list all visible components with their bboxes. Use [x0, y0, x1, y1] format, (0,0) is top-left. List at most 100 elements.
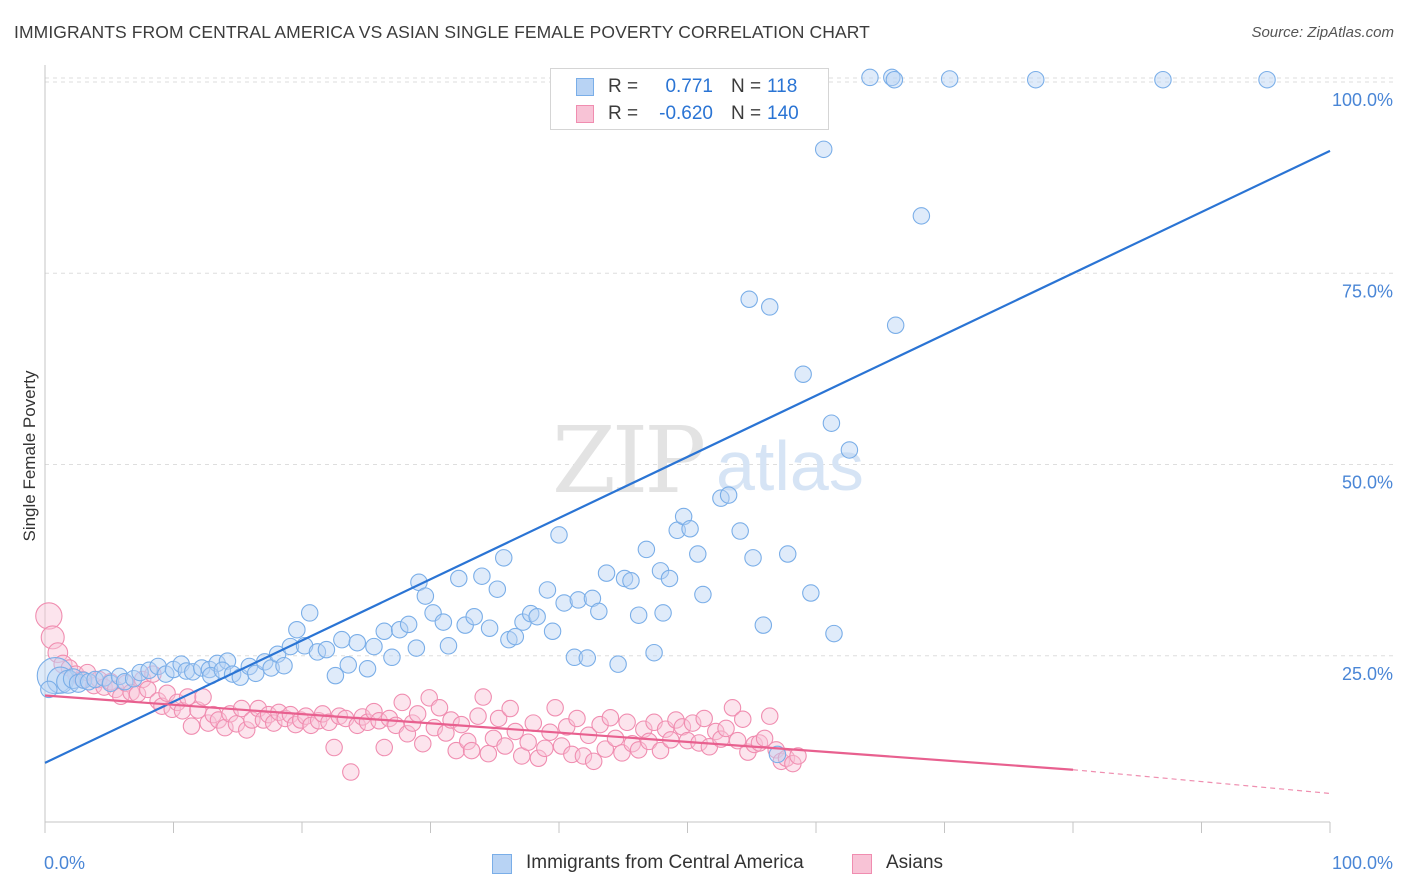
data-point: [596, 740, 615, 758]
data-point: [673, 718, 692, 736]
data-point: [506, 627, 525, 646]
legend-r-value: 0.771: [665, 76, 713, 97]
y-tick-label: 50.0%: [1342, 473, 1393, 493]
correlation-legend: R = 0.771 N = 118 R = -0.620 N = 140: [550, 68, 829, 130]
data-point: [194, 688, 212, 706]
data-point: [555, 594, 573, 612]
data-point: [110, 667, 129, 686]
data-point: [326, 666, 345, 685]
data-point: [689, 545, 707, 563]
trend-line-asians: [44, 694, 1074, 771]
trend-line-central-america: [44, 149, 1331, 764]
data-point: [494, 549, 513, 567]
data-point: [434, 613, 453, 631]
data-point: [719, 486, 738, 504]
data-point: [216, 718, 234, 737]
data-point: [794, 365, 812, 383]
data-point: [546, 699, 564, 717]
data-point: [550, 526, 568, 544]
data-point: [469, 707, 487, 725]
data-point: [182, 717, 201, 735]
data-point: [380, 709, 399, 728]
central-america-points: [36, 68, 1276, 764]
data-point: [383, 648, 401, 667]
data-point: [325, 738, 343, 757]
data-point: [731, 522, 749, 540]
data-point: [358, 660, 377, 678]
legend-r-label: R =: [608, 76, 639, 97]
data-point: [375, 622, 393, 641]
data-point: [237, 721, 256, 739]
data-point: [300, 604, 319, 622]
data-point: [717, 719, 735, 738]
data-point: [683, 714, 702, 732]
data-point: [883, 68, 901, 87]
data-point: [139, 680, 157, 699]
x-tick-label-max: 100.0%: [1332, 853, 1393, 873]
legend-n-label: N =: [731, 76, 762, 97]
data-point: [802, 584, 820, 602]
legend-swatch-pink: [576, 105, 594, 123]
data-point: [506, 722, 525, 741]
data-point: [479, 744, 498, 763]
data-point: [609, 655, 627, 673]
data-point: [473, 567, 491, 585]
legend-label-asians: Asians: [886, 852, 944, 873]
data-point: [320, 713, 338, 732]
data-point: [940, 70, 959, 88]
legend-row-asians: R = -0.620 N = 140: [551, 101, 828, 127]
data-point: [480, 619, 499, 637]
legend-n-value: 140: [767, 103, 799, 124]
data-point: [264, 714, 283, 732]
data-point: [694, 585, 712, 604]
data-point: [825, 624, 843, 643]
data-point: [536, 739, 554, 758]
data-point: [488, 580, 507, 598]
data-point: [339, 656, 358, 674]
data-point: [133, 670, 152, 689]
data-point: [519, 733, 537, 751]
data-point: [618, 713, 636, 732]
data-point: [885, 70, 904, 89]
data-point: [840, 441, 859, 459]
data-point: [35, 602, 63, 630]
data-point: [465, 607, 483, 626]
data-point: [578, 649, 597, 667]
data-point: [348, 633, 367, 652]
data-point: [407, 639, 426, 657]
data-point: [886, 316, 905, 335]
data-point: [246, 664, 265, 683]
data-point: [140, 661, 158, 680]
y-tick-label: 75.0%: [1342, 281, 1393, 301]
data-point: [695, 709, 713, 728]
data-point: [124, 669, 143, 688]
data-point: [654, 604, 672, 622]
data-point: [430, 699, 449, 717]
data-point: [768, 745, 787, 764]
data-point: [822, 414, 841, 432]
data-point: [623, 734, 641, 753]
data-point: [524, 714, 543, 732]
data-point: [778, 545, 797, 563]
data-point: [584, 752, 603, 771]
legend-label-central-america: Immigrants from Central America: [526, 852, 804, 873]
y-tick-label: 25.0%: [1342, 664, 1393, 684]
legend-n-label: N =: [731, 103, 762, 124]
data-point: [912, 207, 931, 225]
data-point: [622, 572, 640, 590]
data-point: [414, 734, 432, 753]
data-point: [568, 709, 586, 728]
data-point: [40, 680, 58, 699]
data-point: [660, 569, 679, 588]
data-point: [574, 747, 593, 765]
trend-line-asians-extension: [1072, 769, 1331, 795]
data-point: [789, 747, 807, 765]
watermark-atlas: atlas: [716, 427, 864, 505]
data-point: [861, 68, 879, 87]
data-point: [760, 707, 779, 725]
data-point: [723, 699, 742, 717]
legend-n-value: 118: [767, 76, 798, 97]
data-point: [390, 620, 409, 639]
legend-row-central-america: R = 0.771 N = 118: [551, 74, 828, 100]
